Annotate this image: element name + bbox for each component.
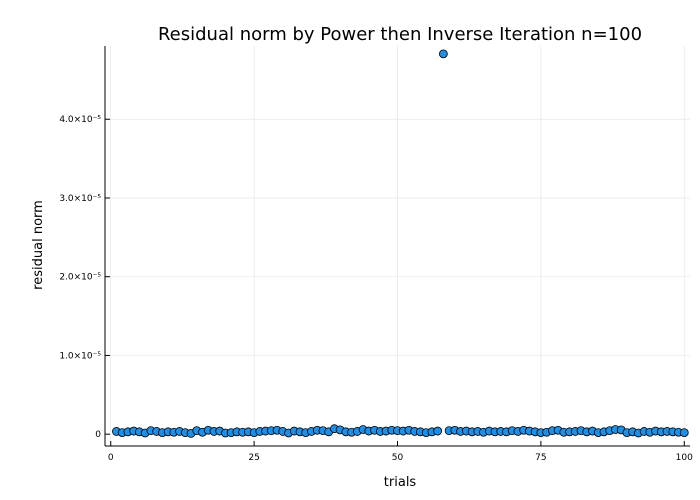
data-point [438, 49, 448, 59]
x-axis-label: trials [384, 475, 417, 490]
x-tick-label: 75 [535, 453, 546, 463]
y-ticks: 0 1.0×10⁻⁵ 2.0×10⁻⁵ 3.0×10⁻⁵ 4.0×10⁻⁵ [59, 115, 110, 440]
y-tick-label: 1.0×10⁻⁵ [59, 351, 101, 361]
chart-title: Residual norm by Power then Inverse Iter… [158, 24, 642, 45]
y-tick-label: 0 [95, 430, 101, 440]
x-ticks: 0 25 50 75 100 [108, 441, 693, 463]
y-tick-label: 2.0×10⁻⁵ [59, 273, 101, 283]
x-tick-label: 50 [392, 453, 404, 463]
data-point [433, 426, 443, 436]
data-points [112, 49, 689, 438]
y-axis-label: residual norm [31, 200, 46, 290]
data-point [679, 428, 689, 438]
x-tick-label: 100 [676, 453, 693, 463]
y-tick-label: 4.0×10⁻⁵ [59, 115, 101, 125]
y-tick-label: 3.0×10⁻⁵ [59, 194, 101, 204]
x-tick-label: 25 [248, 453, 259, 463]
x-tick-label: 0 [108, 453, 114, 463]
x-grid [110, 46, 685, 446]
